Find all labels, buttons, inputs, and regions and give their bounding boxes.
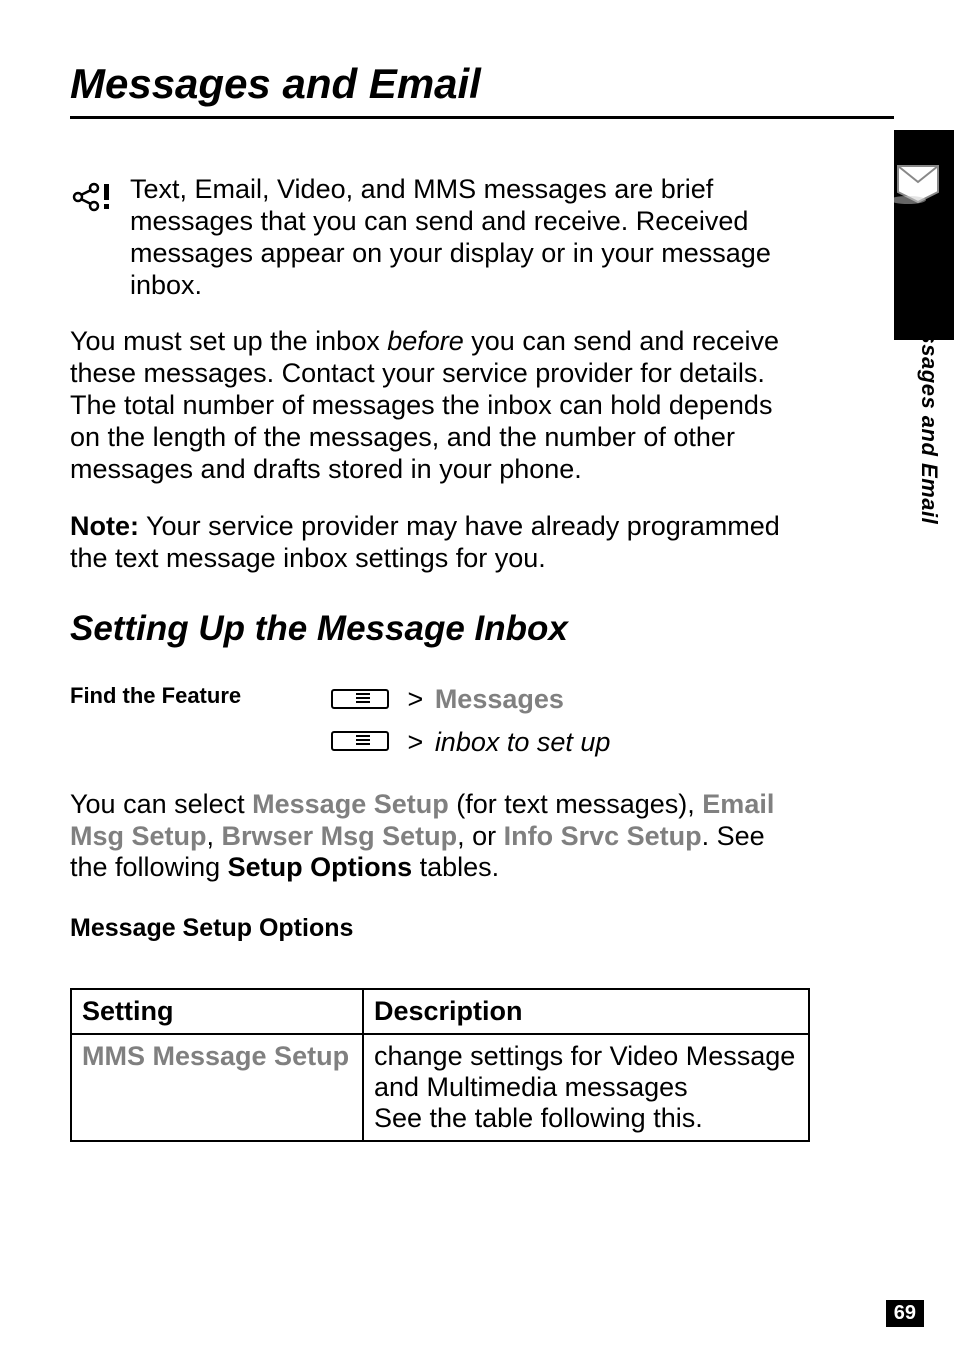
select-paragraph: You can select Message Setup (for text m… <box>70 789 894 885</box>
page-title: Messages and Email <box>70 60 894 119</box>
col-description: Description <box>363 989 809 1034</box>
chevron: > <box>408 727 424 757</box>
text: You can select <box>70 789 252 819</box>
table-header-row: Setting Description <box>71 989 809 1034</box>
description-cell: change settings for Video Message and Mu… <box>363 1034 809 1141</box>
before-word: before <box>387 326 464 356</box>
table-row: MMS Message Setup change settings for Vi… <box>71 1034 809 1141</box>
sub-heading: Message Setup Options <box>70 914 894 943</box>
chevron: > <box>408 684 424 714</box>
note-paragraph: Note: Your service provider may have alr… <box>70 511 894 575</box>
opt-message-setup: Message Setup <box>252 789 449 819</box>
mail-icon <box>894 160 944 210</box>
network-alert-icon <box>70 174 130 219</box>
side-section-label: Messages and Email <box>916 300 942 524</box>
setting-cell: MMS Message Setup <box>71 1034 363 1141</box>
text: You must set up the inbox <box>70 326 387 356</box>
text: , <box>207 821 222 851</box>
text: tables. <box>412 852 499 882</box>
options-table: Setting Description MMS Message Setup ch… <box>70 988 810 1142</box>
desc-line: change settings for Video Message and Mu… <box>374 1041 798 1103</box>
feature-nav: > Messages > inbox to set up <box>330 679 610 763</box>
section-heading: Setting Up the Message Inbox <box>70 609 894 649</box>
intro-paragraph: Text, Email, Video, and MMS messages are… <box>130 174 894 301</box>
page-number: 69 <box>886 1300 924 1327</box>
text: , or <box>457 821 504 851</box>
desc-line: See the table following this. <box>374 1103 798 1134</box>
opt-brwser-msg-setup: Brwser Msg Setup <box>222 821 458 851</box>
menu-key-icon <box>330 681 390 722</box>
setup-options-bold: Setup Options <box>228 852 413 882</box>
text: (for text messages), <box>449 789 703 819</box>
menu-inbox: inbox to set up <box>435 727 611 757</box>
setup-paragraph: You must set up the inbox before you can… <box>70 326 894 485</box>
note-text: Your service provider may have already p… <box>70 511 780 573</box>
find-feature-label: Find the Feature <box>70 679 330 763</box>
menu-key-icon <box>330 723 390 764</box>
col-setting: Setting <box>71 989 363 1034</box>
menu-messages: Messages <box>435 684 564 714</box>
note-label: Note: <box>70 511 139 541</box>
opt-info-srvc-setup: Info Srvc Setup <box>504 821 702 851</box>
